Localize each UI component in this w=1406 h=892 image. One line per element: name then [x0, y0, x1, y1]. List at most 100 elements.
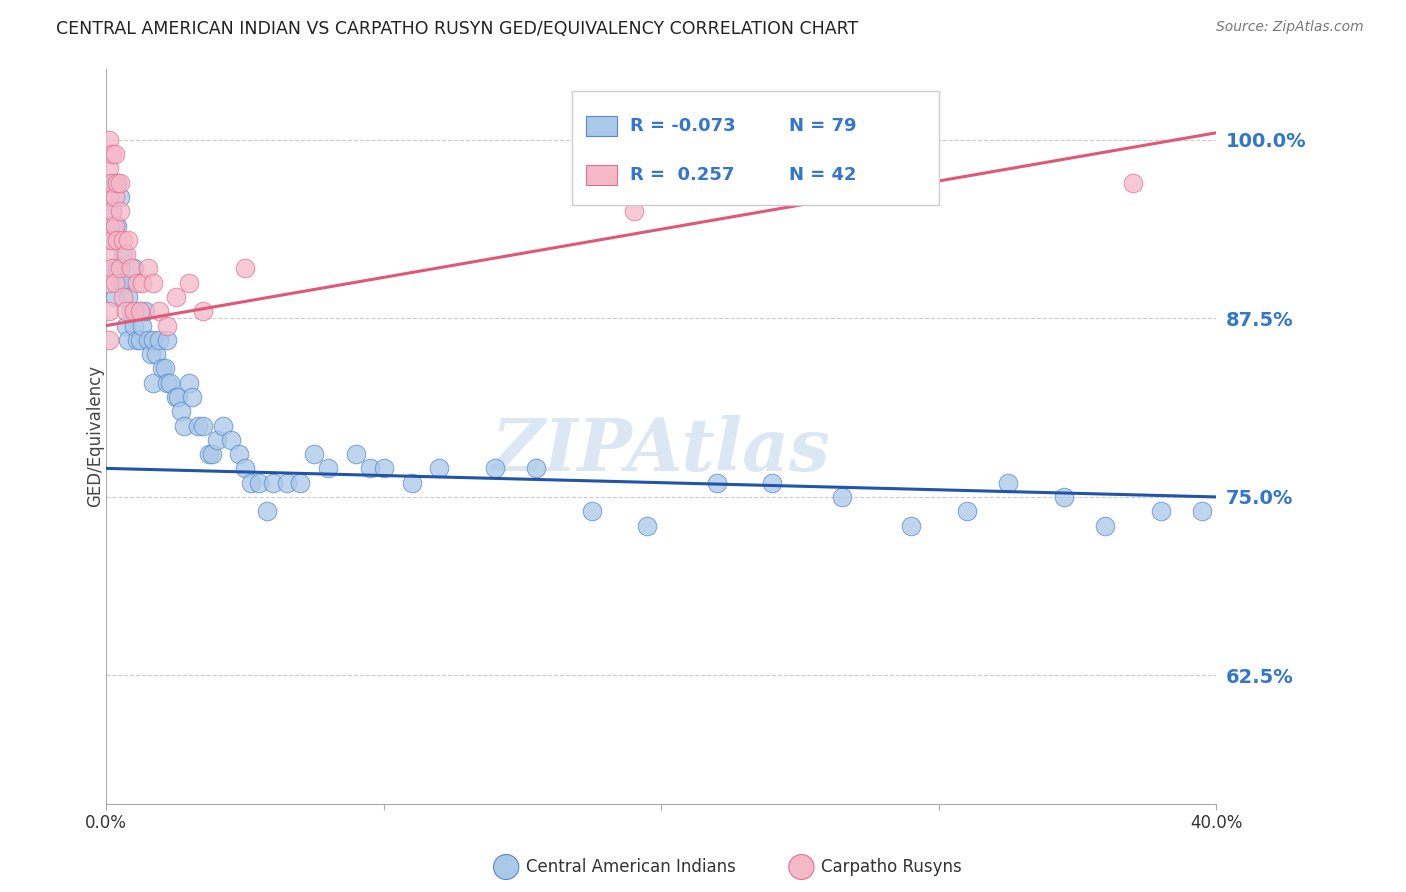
Point [98, 176, 121, 190]
Point [105, 233, 128, 247]
Point [103, 276, 125, 290]
Point [125, 333, 148, 347]
Point [359, 461, 381, 475]
Point [156, 333, 179, 347]
Point [134, 304, 156, 318]
Point [831, 490, 853, 504]
Point [187, 418, 209, 433]
Point [108, 176, 131, 190]
Point [247, 475, 270, 490]
Point [125, 276, 148, 290]
Point [139, 347, 162, 361]
Point [128, 304, 150, 318]
Point [401, 475, 423, 490]
Point [955, 504, 977, 518]
Point [159, 376, 181, 390]
Point [142, 376, 165, 390]
FancyBboxPatch shape [572, 91, 939, 204]
Point [198, 447, 221, 461]
Point [114, 304, 136, 318]
Point [142, 333, 165, 347]
Point [290, 475, 312, 490]
Point [117, 290, 139, 304]
Point [706, 475, 728, 490]
Point [239, 475, 262, 490]
Point [114, 247, 136, 261]
Text: ZIPAtlas: ZIPAtlas [492, 416, 831, 486]
Point [128, 333, 150, 347]
Point [103, 147, 125, 161]
Point [233, 261, 256, 276]
Point [316, 461, 339, 475]
Point [193, 418, 215, 433]
Point [484, 461, 506, 475]
Point [98, 190, 121, 204]
Point [98, 333, 121, 347]
Point [276, 475, 298, 490]
Point [207, 433, 229, 447]
Point [256, 504, 278, 518]
Point [156, 318, 179, 333]
Point [101, 147, 124, 161]
Point [136, 261, 159, 276]
Point [427, 461, 450, 475]
Point [105, 261, 128, 276]
Point [122, 318, 145, 333]
Point [150, 361, 173, 376]
Text: CENTRAL AMERICAN INDIAN VS CARPATHO RUSYN GED/EQUIVALENCY CORRELATION CHART: CENTRAL AMERICAN INDIAN VS CARPATHO RUSY… [56, 20, 859, 37]
Point [524, 461, 547, 475]
Point [108, 190, 131, 204]
Point [179, 276, 201, 290]
Text: Source: ZipAtlas.com: Source: ZipAtlas.com [1216, 20, 1364, 34]
Point [131, 276, 153, 290]
Point [98, 161, 121, 176]
Point [167, 390, 190, 404]
Point [103, 290, 125, 304]
Point [108, 261, 131, 276]
Point [1122, 176, 1144, 190]
Point [145, 347, 167, 361]
Point [108, 204, 131, 219]
Point [136, 333, 159, 347]
Text: N = 79: N = 79 [789, 117, 856, 135]
Point [105, 219, 128, 233]
Point [122, 304, 145, 318]
Point [101, 176, 124, 190]
Point [111, 233, 134, 247]
Point [165, 390, 187, 404]
Point [114, 276, 136, 290]
Text: N = 42: N = 42 [789, 166, 856, 184]
Point [153, 361, 176, 376]
Point [1094, 518, 1116, 533]
Point [98, 247, 121, 261]
Point [156, 376, 179, 390]
Point [900, 518, 922, 533]
Point [101, 233, 124, 247]
Text: Carpatho Rusyns: Carpatho Rusyns [821, 858, 962, 876]
Point [219, 433, 242, 447]
Point [623, 204, 645, 219]
Point [103, 219, 125, 233]
Point [142, 276, 165, 290]
Point [581, 504, 603, 518]
Point [304, 447, 326, 461]
Text: R = -0.073: R = -0.073 [630, 117, 735, 135]
Point [148, 304, 170, 318]
Point [193, 304, 215, 318]
Point [1191, 504, 1213, 518]
Point [103, 190, 125, 204]
Point [131, 318, 153, 333]
Point [111, 290, 134, 304]
Point [1150, 504, 1173, 518]
Y-axis label: GED/Equivalency: GED/Equivalency [86, 365, 104, 508]
Point [373, 461, 395, 475]
Point [98, 276, 121, 290]
Point [181, 390, 204, 404]
Point [179, 376, 201, 390]
Point [105, 176, 128, 190]
Point [117, 333, 139, 347]
Point [114, 318, 136, 333]
Point [103, 219, 125, 233]
Point [105, 176, 128, 190]
Point [108, 276, 131, 290]
